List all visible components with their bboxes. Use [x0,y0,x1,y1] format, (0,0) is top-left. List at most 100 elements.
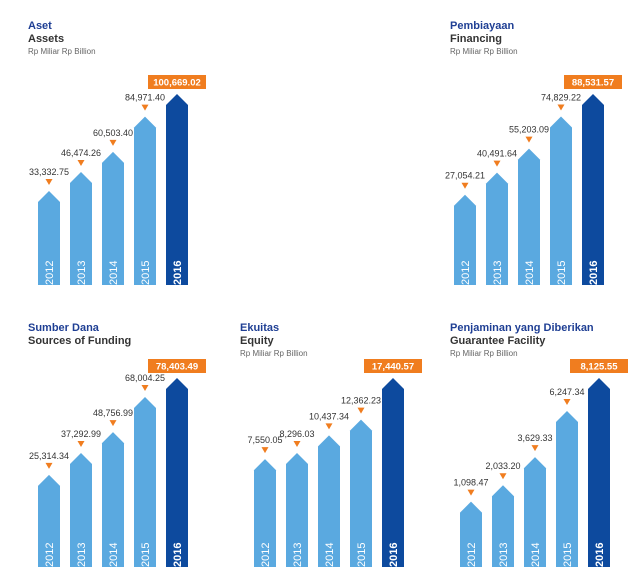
chart-title: Sumber Dana [28,322,99,334]
assets-bar-chart: 201233,332.75201346,474.26201460,503.402… [29,75,206,285]
marker-triangle-icon [499,473,507,480]
bar-group-2014: 2014 3,629.33 [517,433,553,567]
value-callout [148,75,206,89]
bar-group-2016: 2016 8,125.55 [570,359,628,567]
bar [38,474,60,567]
data-label: 8,125.55 [581,362,619,373]
marker-triangle-icon [293,440,301,447]
marker-triangle-icon [461,182,469,189]
year-tick-label: 2013 [76,261,88,285]
year-tick-label: 2016 [588,261,600,285]
data-label: 12,362.23 [341,396,381,406]
bar-group-2013: 2013 40,491.64 [477,149,517,285]
year-tick-label: 2013 [498,543,510,567]
bar-group-2012: 2012 1,098.47 [453,478,489,567]
marker-triangle-icon [45,178,53,185]
funding-bar-chart: 201225,314.34201337,292.99201448,756.992… [29,359,206,567]
marker-triangle-icon [77,440,85,447]
marker-triangle-icon [141,104,149,111]
chart-title: Ekuitas [240,322,280,334]
chart-panel-guarantee: Penjaminan yang Diberikan Guarantee Faci… [450,322,640,567]
guarantee-bar-chart: 20121,098.4720132,033.2020143,629.332015… [453,359,628,567]
value-callout [570,359,628,373]
year-tick-label: 2015 [562,543,574,567]
data-label: 25,314.34 [29,451,69,461]
year-tick-label: 2016 [388,543,400,567]
marker-triangle-icon [525,136,533,143]
bar-group-2012: 2012 27,054.21 [445,171,485,285]
bar-group-2015: 2015 6,247.34 [549,387,585,567]
bar-group-2015: 2015 84,971.40 [125,93,165,285]
year-tick-label: 2012 [466,543,478,567]
bar [286,452,308,567]
bar [38,190,60,285]
data-label: 10,437.34 [309,411,349,421]
marker-triangle-icon [141,384,149,391]
bar-current-year [166,378,188,567]
marker-triangle-icon [77,160,85,167]
chart-unit: Rp Miliar Rp Billion [28,47,96,56]
data-label: 37,292.99 [61,429,101,439]
year-tick-label: 2012 [260,543,272,567]
bar-group-2013: 2013 46,474.26 [61,148,101,285]
marker-triangle-icon [467,489,475,496]
bar-group-2014: 2014 60,503.40 [93,128,133,285]
bar [102,151,124,285]
bar-current-year [588,378,610,567]
marker-triangle-icon [557,104,565,111]
data-label: 48,756.99 [93,408,133,418]
marker-triangle-icon [325,423,333,430]
year-tick-label: 2013 [492,261,504,285]
financing-bar-chart: 201227,054.21201340,491.64201455,203.092… [445,75,622,285]
bar-group-2016: 2016 78,403.49 [148,359,206,567]
data-label: 27,054.21 [445,171,485,181]
data-label: 100,669.02 [153,78,201,89]
value-callout [364,359,422,373]
year-tick-label: 2012 [44,261,56,285]
chart-subtitle: Financing [450,33,502,45]
bar [134,116,156,285]
chart-title: Aset [28,20,52,32]
chart-panel-assets: Aset Assets Rp Miliar Rp Billion 2012 33,… [28,20,218,285]
chart-unit: Rp Miliar Rp Billion [240,349,308,358]
bar-group-2013: 2013 8,296.03 [279,429,315,567]
data-label: 84,971.40 [125,93,165,103]
bar [556,411,578,567]
year-tick-label: 2014 [108,261,120,285]
data-label: 68,004.25 [125,373,165,383]
year-tick-label: 2016 [594,543,606,567]
year-tick-label: 2014 [324,543,336,567]
data-label: 3,629.33 [517,433,552,443]
bar-group-2015: 2015 68,004.25 [125,373,165,567]
data-label: 74,829.22 [541,92,581,102]
year-tick-label: 2015 [140,543,152,567]
bar [70,172,92,285]
bar [102,432,124,567]
bar-group-2016: 2016 88,531.57 [564,75,622,285]
bar-current-year [382,378,404,567]
chart-title: Penjaminan yang Diberikan [450,322,594,334]
bar [460,501,482,567]
data-label: 1,098.47 [453,478,488,488]
bar-group-2012: 2012 7,550.05 [247,435,283,567]
bar-group-2016: 2016 100,669.02 [148,75,206,285]
bar [524,457,546,567]
bar [254,459,276,567]
marker-triangle-icon [45,462,53,469]
bar [492,485,514,567]
value-callout [564,75,622,89]
year-tick-label: 2014 [530,543,542,567]
data-label: 60,503.40 [93,128,133,138]
bar-group-2013: 2013 37,292.99 [61,429,101,567]
year-tick-label: 2015 [356,543,368,567]
data-label: 88,531.57 [572,78,614,89]
marker-triangle-icon [109,139,117,146]
year-tick-label: 2016 [172,261,184,285]
bar-current-year [166,94,188,285]
marker-triangle-icon [563,399,571,406]
bar-group-2014: 2014 10,437.34 [309,411,349,567]
bar-group-2015: 2015 74,829.22 [541,92,581,285]
data-label: 17,440.57 [372,362,414,373]
year-tick-label: 2012 [460,261,472,285]
chart-panel-funding: Sumber Dana Sources of Funding 2012 25,31… [28,322,218,567]
